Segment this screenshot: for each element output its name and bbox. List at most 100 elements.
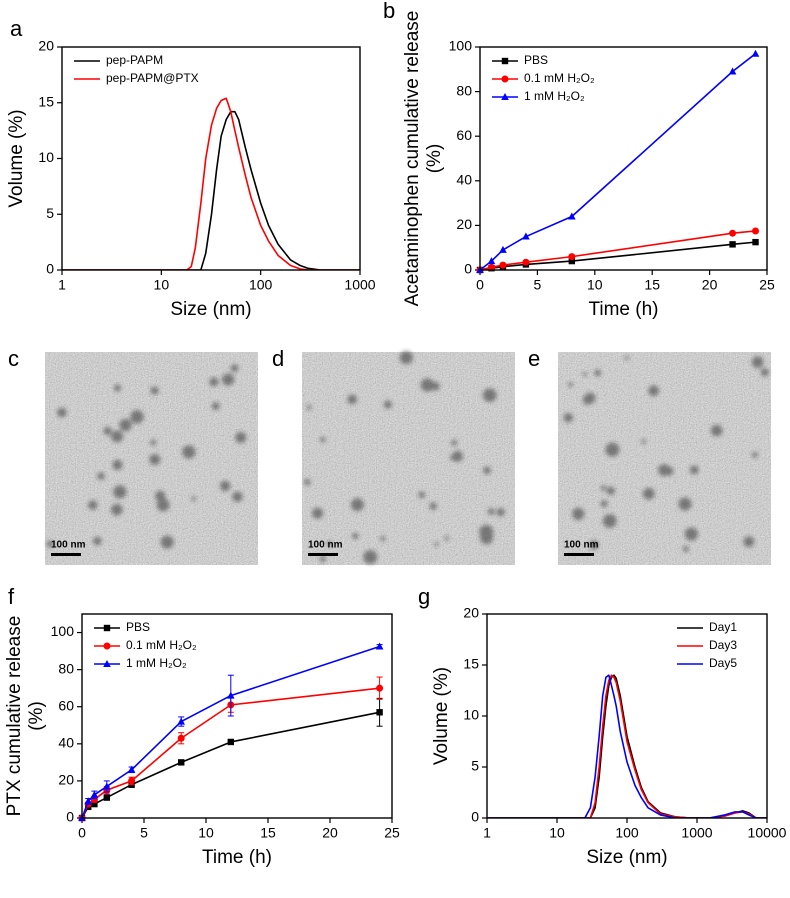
marker [752,238,759,246]
particle [434,542,439,547]
particle [211,402,220,410]
series-line [480,53,757,270]
legend-label: Day1 [709,620,737,634]
scale-bar-label: 100 nm [564,540,599,551]
particle [594,369,601,377]
particle [209,377,219,387]
x-tick-label: 1 [483,825,491,841]
legend-label: 0.1 mM H₂O₂ [524,71,595,85]
scale-bar [308,553,338,556]
series-line [62,110,360,270]
particle [399,351,413,365]
panel-label: a [10,16,23,41]
marker [729,241,736,248]
particle [230,364,239,372]
particle [88,500,98,510]
x-tick-label: 5 [140,825,148,841]
particle [149,454,161,465]
particle [689,465,699,475]
y-tick-label: 60 [58,697,74,713]
particles [46,364,247,549]
x-axis-label: Time (h) [202,847,272,868]
legend-label: 1 mM H₂O₂ [524,89,585,103]
particle [496,508,505,517]
particle [605,442,620,457]
particle [97,472,105,480]
x-tick-label: 0 [78,825,86,841]
particle [130,410,144,424]
legend-label: pep-PAPM@PTX [106,71,199,85]
y-tick-label: 10 [38,149,54,165]
panel-label: c [8,346,19,371]
series-line [82,711,380,818]
marker [522,232,530,240]
particle [232,491,243,502]
particle [380,535,386,542]
y-tick-label: 0 [464,261,472,277]
particle [112,459,123,470]
plot-frame [81,613,393,819]
particle [182,445,196,459]
x-tick-label: 1000 [681,825,712,841]
marker [729,229,737,237]
x-tick-label: 15 [644,277,660,293]
y-tick-label: 100 [449,38,473,54]
particle [487,508,495,515]
x-tick-label: 10000 [748,825,787,841]
y-tick-label: 10 [463,707,479,723]
series-line [480,241,756,270]
particle [589,540,599,550]
particle [111,430,124,443]
scale-bar-label: 100 nm [308,540,343,551]
particle [743,536,755,548]
y-tick-label: 100 [51,623,75,639]
particle [648,385,659,397]
tem-image [558,352,771,565]
particle [582,372,588,377]
legend-marker [103,624,111,632]
particle [452,450,463,462]
marker [84,797,92,805]
marker [499,261,507,269]
plot-frame [61,46,361,271]
marker [568,212,576,220]
plot-frame [486,613,768,819]
marker [103,794,110,801]
particle [606,486,615,496]
scale-bar [51,553,81,556]
particle [350,498,364,512]
x-tick-label: 10 [549,825,565,841]
particle [319,556,326,563]
marker [128,777,136,785]
x-tick-label: 25 [384,825,400,841]
particle [602,514,617,528]
particle [304,479,311,486]
x-tick-label: 20 [322,825,338,841]
particle [312,507,324,519]
x-tick-label: 100 [249,277,273,293]
particle [449,455,455,461]
particle [682,546,689,552]
x-tick-label: 10 [154,277,170,293]
panel-label: f [8,584,15,609]
x-axis-label: Time (h) [588,299,658,320]
y-axis-label: (%) [424,144,445,174]
particle [103,426,112,436]
particle [111,503,123,516]
particle [752,451,758,458]
particle [760,368,769,377]
particle [582,394,593,405]
particle [429,502,437,510]
y-tick-label: 5 [471,758,479,774]
y-tick-label: 40 [58,735,74,751]
tem-image [302,352,515,565]
particle [624,355,629,360]
y-tick-label: 0 [46,261,54,277]
particle [600,485,607,491]
particle [710,424,723,437]
particle [420,378,434,392]
x-tick-label: 1000 [344,277,375,293]
particle [155,490,166,502]
x-tick-label: 5 [534,277,542,293]
particles [563,355,769,552]
